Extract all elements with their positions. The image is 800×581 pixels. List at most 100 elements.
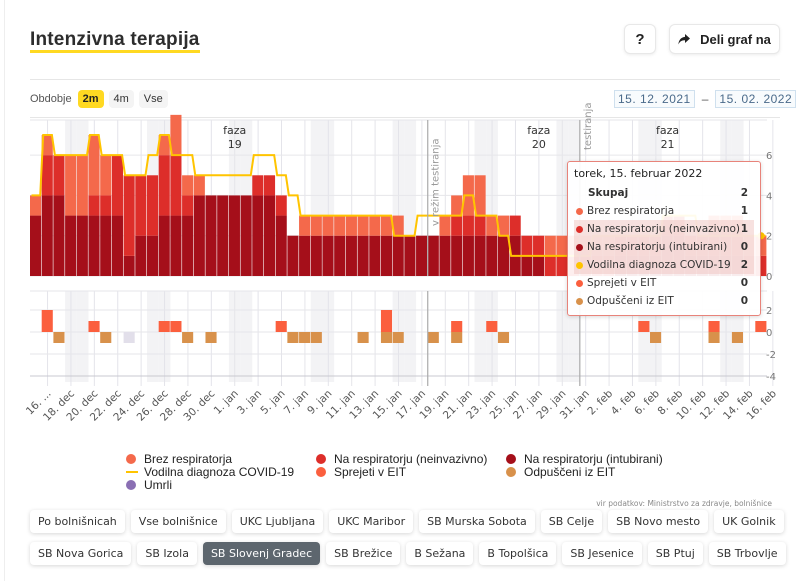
legend-item[interactable]: Na respiratorju (intubirani) <box>506 452 663 466</box>
hospital-row: SB Nova Gorica SB Izola SB Slovenj Gradec S… <box>30 542 790 565</box>
tooltip-dot-icon <box>576 297 583 305</box>
x-tick-label: 5. jan <box>258 388 287 417</box>
y-tick-label: -4 <box>766 372 776 383</box>
flow-bar <box>638 321 650 332</box>
tooltip-row-label: Brez respiratorja <box>587 205 675 217</box>
share-label: Deli graf na <box>700 31 771 47</box>
bar-segment <box>65 155 77 216</box>
help-label: ? <box>635 30 645 48</box>
legend-item[interactable]: Brez respiratorja <box>126 452 232 466</box>
period-all-button[interactable]: Vse <box>138 90 168 108</box>
date-from-input[interactable]: 15. 12. 2021 <box>614 90 695 108</box>
bar-segment <box>252 175 264 196</box>
bar-segment <box>416 235 428 276</box>
bar-segment <box>263 175 276 196</box>
legend-dot-icon <box>126 480 136 490</box>
period-label: Obdobje <box>30 93 72 105</box>
phase-number: 19 <box>228 138 242 151</box>
hospital-button[interactable]: SB Slovenj Gradec <box>202 542 321 565</box>
hospital-button[interactable]: SB Celje <box>540 510 603 533</box>
period-4m-button[interactable]: 4m <box>108 90 134 108</box>
bar-segment <box>182 195 194 216</box>
weekend-band <box>310 120 323 276</box>
bar-segment <box>30 215 42 276</box>
hospital-button[interactable]: SB Ptuj <box>647 542 703 565</box>
bar-segment <box>263 195 276 276</box>
flow-bar <box>708 332 720 343</box>
bar-segment <box>65 215 77 276</box>
bar-segment <box>299 235 311 276</box>
legend-item[interactable]: Na respiratorju (neinvazivno) <box>316 452 487 466</box>
bar-segment <box>287 235 299 276</box>
legend-dot-icon <box>316 467 326 477</box>
tooltip-row: Brez respiratorja 1 <box>574 202 754 220</box>
date-range: 15. 12. 2021 – 15. 02. 2022 <box>614 90 797 108</box>
bar-segment <box>88 195 100 216</box>
hospital-button[interactable]: SB Nova Gorica <box>30 542 132 565</box>
legend-item[interactable]: Umrli <box>126 478 172 492</box>
weekend-band <box>146 291 159 382</box>
help-button[interactable]: ? <box>624 24 656 54</box>
flow-bar <box>100 332 112 343</box>
hospital-button[interactable]: UKC Ljubljana <box>231 510 324 533</box>
hospital-button[interactable]: Vse bolnišnice <box>130 510 226 533</box>
flow-bar <box>380 332 393 343</box>
flow-bar <box>182 332 194 343</box>
flow-bar <box>158 321 170 332</box>
hospital-button[interactable]: UK Golnik <box>714 510 784 533</box>
legend-line-icon <box>126 471 138 473</box>
weekend-band <box>638 291 651 382</box>
bar-segment <box>123 255 135 276</box>
tooltip-row-label: Na respiratorju (neinvazivno) <box>587 223 740 235</box>
tooltip-dot-icon <box>576 243 583 251</box>
share-button[interactable]: Deli graf na <box>669 24 780 54</box>
bar-segment <box>345 235 357 276</box>
bar-segment <box>146 235 159 276</box>
bar-segment <box>170 114 182 156</box>
legend-item[interactable]: Sprejeti v EIT <box>316 465 406 479</box>
hospital-button[interactable]: SB Trbovlje <box>708 542 786 565</box>
tooltip-row-value: 2 <box>740 187 748 199</box>
period-2m-button[interactable]: 2m <box>77 90 104 108</box>
bar-segment <box>275 215 287 276</box>
hospital-button[interactable]: UKC Maribor <box>329 510 414 533</box>
y-tick-label: 6 <box>766 151 772 162</box>
hospital-button[interactable]: SB Brežice <box>326 542 401 565</box>
x-tick-label: 7. jan <box>282 388 311 417</box>
hospital-button[interactable]: SB Novo mesto <box>608 510 709 533</box>
divider <box>30 79 780 80</box>
bar-segment <box>369 235 381 276</box>
hospital-button[interactable]: SB Jesenice <box>562 542 642 565</box>
hospital-button[interactable]: SB Izola <box>137 542 197 565</box>
bar-segment <box>53 195 65 276</box>
flow-bar <box>497 332 510 343</box>
legend-dot-icon <box>506 454 516 464</box>
hospital-button[interactable]: B Sežana <box>406 542 474 565</box>
bar-segment <box>334 235 346 276</box>
tooltip-dot-icon <box>576 279 583 287</box>
phase-number: 20 <box>532 138 546 151</box>
tooltip-row-label: Vodilna diagnoza COVID-19 <box>587 259 731 271</box>
tooltip-row-value: 1 <box>740 223 748 235</box>
flow-bar <box>486 321 498 332</box>
legend-item[interactable]: Odpuščeni iz EIT <box>506 465 615 479</box>
tooltip-row-value: 0 <box>740 295 748 307</box>
legend-item[interactable]: Vodilna diagnoza COVID-19 <box>126 465 294 479</box>
bar-segment <box>88 215 100 276</box>
bar-segment <box>135 175 147 236</box>
bar-segment <box>451 235 463 276</box>
legend-label: Vodilna diagnoza COVID-19 <box>144 465 295 479</box>
hospital-button[interactable]: SB Murska Sobota <box>419 510 535 533</box>
hospital-button[interactable]: B Topolšica <box>479 542 557 565</box>
bar-segment <box>228 195 240 276</box>
bar-segment <box>111 155 123 216</box>
tooltip: torek, 15. februar 2022 Skupaj 2 Brez resp… <box>567 161 761 316</box>
tooltip-row: Skupaj 2 <box>574 184 754 202</box>
bar-segment <box>41 135 53 156</box>
bar-segment <box>76 155 88 216</box>
date-to-input[interactable]: 15. 02. 2022 <box>715 90 797 108</box>
hospital-button[interactable]: Po bolnišnicah <box>30 510 125 533</box>
bar-segment <box>193 175 205 196</box>
bar-segment <box>252 195 264 276</box>
bar-segment <box>544 255 556 276</box>
